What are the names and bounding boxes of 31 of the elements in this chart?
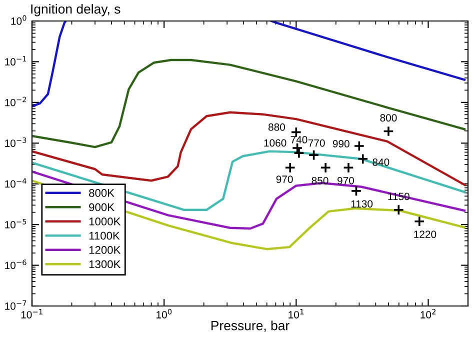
y-tick-label: 10$^{−2}$ bbox=[5, 96, 26, 106]
annotation: 970 bbox=[276, 176, 293, 183]
x-tick-label: 10$^{−1}$ bbox=[21, 309, 42, 318]
y-axis-title: Ignition delay, s bbox=[31, 4, 120, 16]
annotation: 770 bbox=[308, 139, 325, 147]
annotation: 740 bbox=[290, 136, 308, 144]
legend-label: 1300K bbox=[89, 260, 121, 268]
annotation: 880 bbox=[268, 123, 285, 131]
annotation: 1130 bbox=[351, 200, 373, 208]
y-tick-label: 10$^{0}$ bbox=[11, 15, 26, 25]
annotation: 990 bbox=[332, 140, 350, 148]
x-tick-label: 10$^{2}$ bbox=[420, 308, 436, 318]
y-tick-label: 10$^{−7}$ bbox=[5, 300, 26, 310]
y-tick-label: 10$^{−1}$ bbox=[5, 56, 26, 66]
annotation: 1220 bbox=[414, 230, 436, 238]
y-tick-label: 10$^{−6}$ bbox=[5, 260, 26, 270]
legend-label: 800K bbox=[89, 189, 114, 197]
y-tick-label: 10$^{−3}$ bbox=[5, 137, 26, 147]
legend-label: 1100K bbox=[89, 232, 120, 240]
annotation: 1060 bbox=[264, 139, 286, 147]
y-tick-label: 10$^{−4}$ bbox=[5, 178, 26, 188]
legend-label: 1200K bbox=[89, 246, 121, 254]
x-tick-label: 10$^{1}$ bbox=[288, 309, 304, 318]
annotation: 800 bbox=[380, 114, 397, 122]
annotation: 840 bbox=[372, 158, 390, 166]
legend-label: 1000K bbox=[89, 218, 121, 226]
y-tick-label: 10$^{−5}$ bbox=[5, 218, 26, 228]
legend-label: 900K bbox=[89, 203, 114, 212]
x-tick-label: 10$^{0}$ bbox=[156, 308, 172, 318]
x-axis-title: Pressure, bar bbox=[211, 320, 290, 332]
annotation: 970 bbox=[338, 176, 354, 184]
